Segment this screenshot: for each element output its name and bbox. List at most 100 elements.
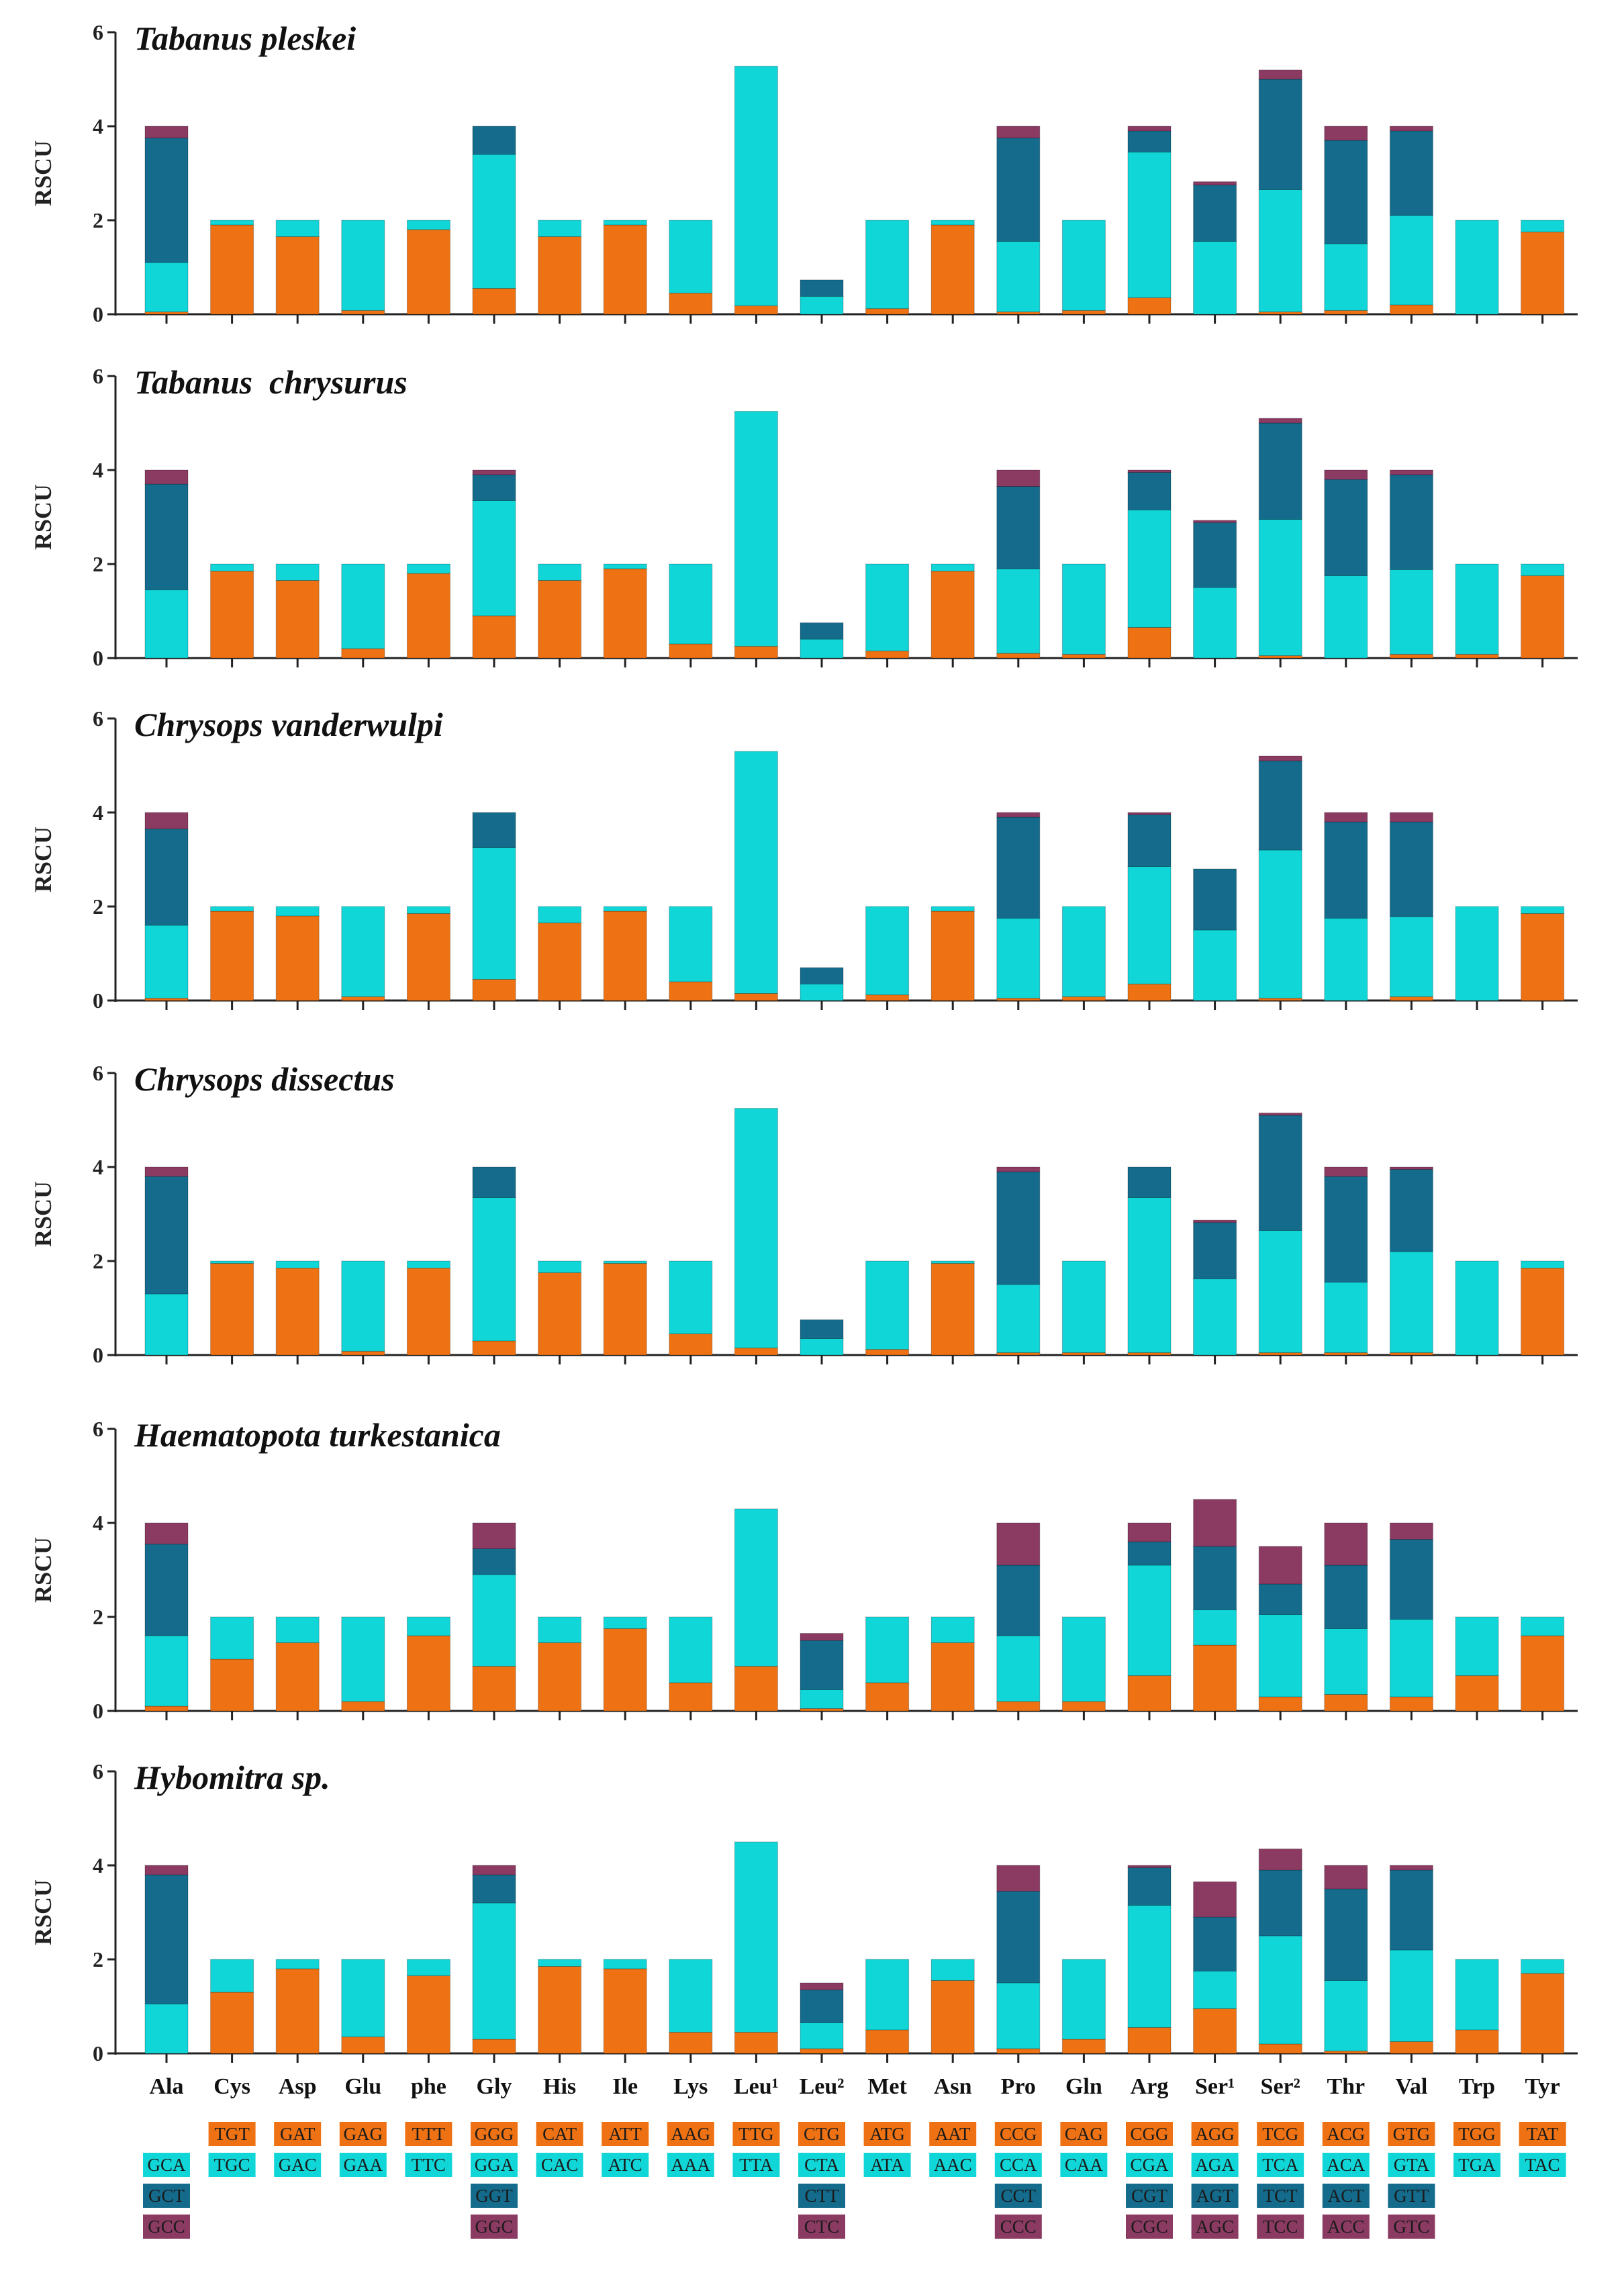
bar-segment	[144, 590, 189, 659]
bar-segment	[144, 925, 189, 998]
codon-label: CTC	[804, 2217, 840, 2237]
bar-segment	[996, 469, 1041, 487]
bar-segment	[800, 1319, 844, 1339]
codon-box	[994, 2184, 1042, 2208]
bar-segment	[275, 220, 320, 237]
bar-segment	[1258, 69, 1302, 80]
codon-label: CGA	[1130, 2155, 1169, 2175]
bar-segment	[341, 563, 385, 649]
bar-segment	[210, 906, 254, 912]
bar-segment	[1127, 1522, 1172, 1542]
bar-segment	[669, 1260, 713, 1334]
bar-segment	[144, 262, 189, 312]
codon-box	[1388, 2184, 1435, 2208]
bar-segment	[1193, 181, 1237, 186]
bar-segment	[865, 994, 910, 1001]
codon-box	[1453, 2153, 1500, 2177]
codon-box	[274, 2153, 322, 2177]
codon-box	[471, 2215, 518, 2239]
codon-box	[274, 2122, 322, 2146]
bar-segment	[1258, 760, 1302, 851]
bar-segment	[1324, 469, 1368, 480]
x-tick-label: Asp	[279, 2074, 317, 2099]
bar-segment	[1258, 998, 1302, 1001]
bar-segment	[472, 979, 516, 1001]
codon-label: CAC	[541, 2155, 579, 2175]
codon-box	[405, 2122, 452, 2146]
bar-segment	[669, 1334, 713, 1356]
codon-label: AGG	[1195, 2124, 1235, 2144]
panel-title: Chrysops dissectus	[134, 1060, 395, 1098]
panel-2: 0 2 4 6 RSCU Tabanus chrysurus	[30, 363, 1578, 670]
bar-segment	[144, 1176, 189, 1295]
bar-segment	[472, 1865, 516, 1875]
bar-segment	[1258, 418, 1302, 424]
bar-segment	[538, 1616, 582, 1643]
bar-segment	[1061, 220, 1106, 311]
bar-segment	[1061, 1959, 1106, 2040]
bar-segment	[996, 817, 1041, 919]
bar-segment	[1389, 1166, 1433, 1170]
bar-segment	[406, 1268, 450, 1356]
codon-label: TGC	[214, 2155, 250, 2175]
bar-segment	[341, 996, 385, 1001]
codon-label: GTT	[1394, 2186, 1429, 2206]
codon-box	[1191, 2122, 1239, 2146]
bar-segment	[406, 229, 450, 315]
bar-segment	[472, 1902, 516, 2040]
codon-label: TTA	[739, 2155, 773, 2175]
bar-segment	[996, 1865, 1041, 1892]
bar-segment	[734, 1348, 778, 1356]
bar-segment	[144, 1544, 189, 1636]
bar-segment	[1324, 1166, 1368, 1177]
bar-segment	[1127, 866, 1172, 984]
bar-segment	[1258, 1115, 1302, 1231]
bar-segment	[1193, 929, 1237, 1001]
y-tick-label: 6	[93, 1061, 103, 1085]
codon-box	[536, 2122, 583, 2146]
bar-segment	[341, 310, 385, 315]
codon-label: CTA	[804, 2155, 839, 2175]
bar-segment	[538, 580, 582, 659]
codon-box	[1388, 2153, 1435, 2177]
bar-segment	[1127, 1865, 1172, 1868]
bar-segment	[800, 984, 844, 1001]
bar-segment	[1193, 1644, 1237, 1712]
bar-segment	[1521, 1959, 1565, 1974]
bar-segment	[1258, 1869, 1302, 1937]
bar-segment	[1455, 1675, 1499, 1712]
bar-segment	[1127, 814, 1172, 867]
bar-segment	[144, 312, 189, 315]
bar-segment	[800, 2048, 844, 2054]
bar-segment	[734, 1108, 778, 1348]
bar-segment	[1258, 519, 1302, 656]
bar-segment	[800, 1990, 844, 2023]
codon-label: ACG	[1327, 2124, 1365, 2144]
bar-segment	[341, 1701, 385, 1712]
bar-segment	[996, 312, 1041, 315]
codon-box	[667, 2153, 714, 2177]
bar-segment	[1127, 984, 1172, 1001]
bar-segment	[996, 1352, 1041, 1356]
bar-segment	[1389, 215, 1433, 306]
bar-segment	[603, 906, 647, 912]
bar-segment	[1193, 1610, 1237, 1646]
y-tick-label: 6	[93, 364, 103, 388]
bar-segment	[1324, 243, 1368, 311]
bar-segment	[210, 1263, 254, 1356]
bar-segment	[341, 1616, 385, 1702]
bar-segment	[996, 1635, 1041, 1702]
bar-segment	[1193, 1219, 1237, 1223]
bar-segment	[1258, 422, 1302, 520]
bar-segment	[144, 1635, 189, 1707]
bar-segment	[538, 1260, 582, 1273]
bar-segment	[603, 1959, 647, 1969]
bar-segment	[865, 1260, 910, 1350]
bar-segment	[1193, 2008, 1237, 2054]
x-tick-label: Ala	[150, 2074, 184, 2099]
x-tick-label: Asn	[934, 2074, 972, 2099]
bar-segment	[1193, 241, 1237, 315]
bar-segment	[406, 1975, 450, 2054]
codon-label: GCC	[148, 2217, 185, 2237]
bar-segment	[210, 563, 254, 571]
